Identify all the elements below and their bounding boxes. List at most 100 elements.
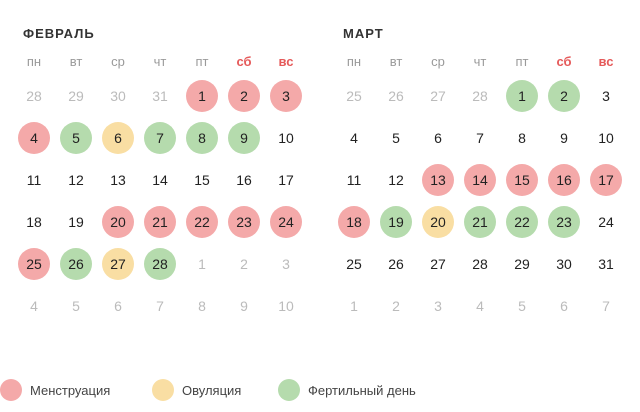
day-cell[interactable]: 31 [598, 256, 614, 272]
day-cell[interactable]: 10 [598, 130, 614, 146]
day-cell[interactable]: 22 [506, 206, 538, 238]
day-cell-outside[interactable]: 3 [434, 298, 442, 314]
day-cell[interactable]: 4 [18, 122, 50, 154]
day-cell-outside[interactable]: 4 [476, 298, 484, 314]
day-cell[interactable]: 5 [392, 130, 400, 146]
day-cell[interactable]: 3 [602, 88, 610, 104]
day-cell[interactable]: 26 [388, 256, 404, 272]
weekday-label: сб [236, 54, 252, 69]
ovulation-dot-icon [152, 379, 174, 401]
day-cell[interactable]: 28 [144, 248, 176, 280]
day-cell[interactable]: 23 [548, 206, 580, 238]
day-cell[interactable]: 15 [194, 172, 210, 188]
day-cell[interactable]: 10 [278, 130, 294, 146]
day-cell[interactable]: 29 [514, 256, 530, 272]
day-cell[interactable]: 8 [518, 130, 526, 146]
legend-label: Овуляция [182, 382, 242, 398]
day-cell[interactable]: 18 [26, 214, 42, 230]
weekday-label: вс [278, 54, 294, 69]
day-cell-outside[interactable]: 3 [282, 256, 290, 272]
day-cell-outside[interactable]: 1 [350, 298, 358, 314]
day-cell[interactable]: 2 [548, 80, 580, 112]
day-cell[interactable]: 24 [270, 206, 302, 238]
day-cell-outside[interactable]: 10 [278, 298, 294, 314]
weekday-label: ср [431, 54, 445, 69]
day-cell[interactable]: 13 [422, 164, 454, 196]
day-cell[interactable]: 14 [152, 172, 168, 188]
day-cell[interactable]: 25 [18, 248, 50, 280]
day-cell[interactable]: 9 [560, 130, 568, 146]
day-cell[interactable]: 8 [186, 122, 218, 154]
day-cell[interactable]: 6 [434, 130, 442, 146]
weekday-label: вс [598, 54, 614, 69]
day-cell[interactable]: 13 [110, 172, 126, 188]
day-cell[interactable]: 1 [186, 80, 218, 112]
day-cell[interactable]: 28 [472, 256, 488, 272]
day-cell[interactable]: 23 [228, 206, 260, 238]
day-cell[interactable]: 12 [388, 172, 404, 188]
day-cell[interactable]: 24 [598, 214, 614, 230]
weekday-label: ср [111, 54, 125, 69]
day-cell-outside[interactable]: 31 [152, 88, 168, 104]
day-cell[interactable]: 21 [144, 206, 176, 238]
day-cell[interactable]: 20 [102, 206, 134, 238]
day-cell[interactable]: 5 [60, 122, 92, 154]
weekday-label: чт [153, 54, 167, 69]
day-cell[interactable]: 2 [228, 80, 260, 112]
day-cell-outside[interactable]: 30 [110, 88, 126, 104]
day-cell[interactable]: 6 [102, 122, 134, 154]
day-cell-outside[interactable]: 6 [560, 298, 568, 314]
day-cell-outside[interactable]: 6 [114, 298, 122, 314]
weekday-label: вт [389, 54, 403, 69]
day-grid: 25 26 27 28 1 2 3 4 5 6 7 8 9 10 11 12 13 14 15 16 17 18 19 20 2… [333, 80, 627, 332]
day-cell[interactable]: 17 [590, 164, 622, 196]
day-cell-outside[interactable]: 7 [156, 298, 164, 314]
day-cell[interactable]: 19 [68, 214, 84, 230]
day-cell[interactable]: 9 [228, 122, 260, 154]
day-cell-outside[interactable]: 9 [240, 298, 248, 314]
day-cell[interactable]: 7 [144, 122, 176, 154]
day-cell-outside[interactable]: 5 [72, 298, 80, 314]
day-cell[interactable]: 16 [548, 164, 580, 196]
month-title: ФЕВРАЛЬ [23, 26, 95, 41]
day-cell[interactable]: 7 [476, 130, 484, 146]
fertile-dot-icon [278, 379, 300, 401]
day-cell-outside[interactable]: 2 [240, 256, 248, 272]
day-cell[interactable]: 27 [430, 256, 446, 272]
day-cell[interactable]: 4 [350, 130, 358, 146]
weekday-label: пн [346, 54, 362, 69]
day-cell-outside[interactable]: 28 [472, 88, 488, 104]
day-cell[interactable]: 11 [346, 172, 362, 188]
day-cell[interactable]: 17 [278, 172, 294, 188]
day-cell[interactable]: 20 [422, 206, 454, 238]
day-cell-outside[interactable]: 8 [198, 298, 206, 314]
day-cell-outside[interactable]: 25 [346, 88, 362, 104]
day-cell[interactable]: 11 [26, 172, 42, 188]
day-cell[interactable]: 3 [270, 80, 302, 112]
weekday-header: пн вт ср чт пт сб вс [13, 54, 307, 72]
day-cell[interactable]: 25 [346, 256, 362, 272]
day-cell-outside[interactable]: 2 [392, 298, 400, 314]
day-cell-outside[interactable]: 27 [430, 88, 446, 104]
day-cell[interactable]: 18 [338, 206, 370, 238]
day-cell-outside[interactable]: 1 [198, 256, 206, 272]
day-cell[interactable]: 19 [380, 206, 412, 238]
day-cell[interactable]: 22 [186, 206, 218, 238]
day-cell[interactable]: 1 [506, 80, 538, 112]
day-cell-outside[interactable]: 28 [26, 88, 42, 104]
day-cell[interactable]: 15 [506, 164, 538, 196]
day-cell-outside[interactable]: 29 [68, 88, 84, 104]
day-cell[interactable]: 12 [68, 172, 84, 188]
legend: Менструация Овуляция Фертильный день [0, 378, 640, 402]
day-cell[interactable]: 30 [556, 256, 572, 272]
day-cell[interactable]: 27 [102, 248, 134, 280]
day-cell-outside[interactable]: 5 [518, 298, 526, 314]
day-cell-outside[interactable]: 7 [602, 298, 610, 314]
day-cell[interactable]: 21 [464, 206, 496, 238]
day-cell[interactable]: 14 [464, 164, 496, 196]
day-cell-outside[interactable]: 4 [30, 298, 38, 314]
day-cell[interactable]: 16 [236, 172, 252, 188]
day-cell-outside[interactable]: 26 [388, 88, 404, 104]
weekday-label: вт [69, 54, 83, 69]
day-cell[interactable]: 26 [60, 248, 92, 280]
